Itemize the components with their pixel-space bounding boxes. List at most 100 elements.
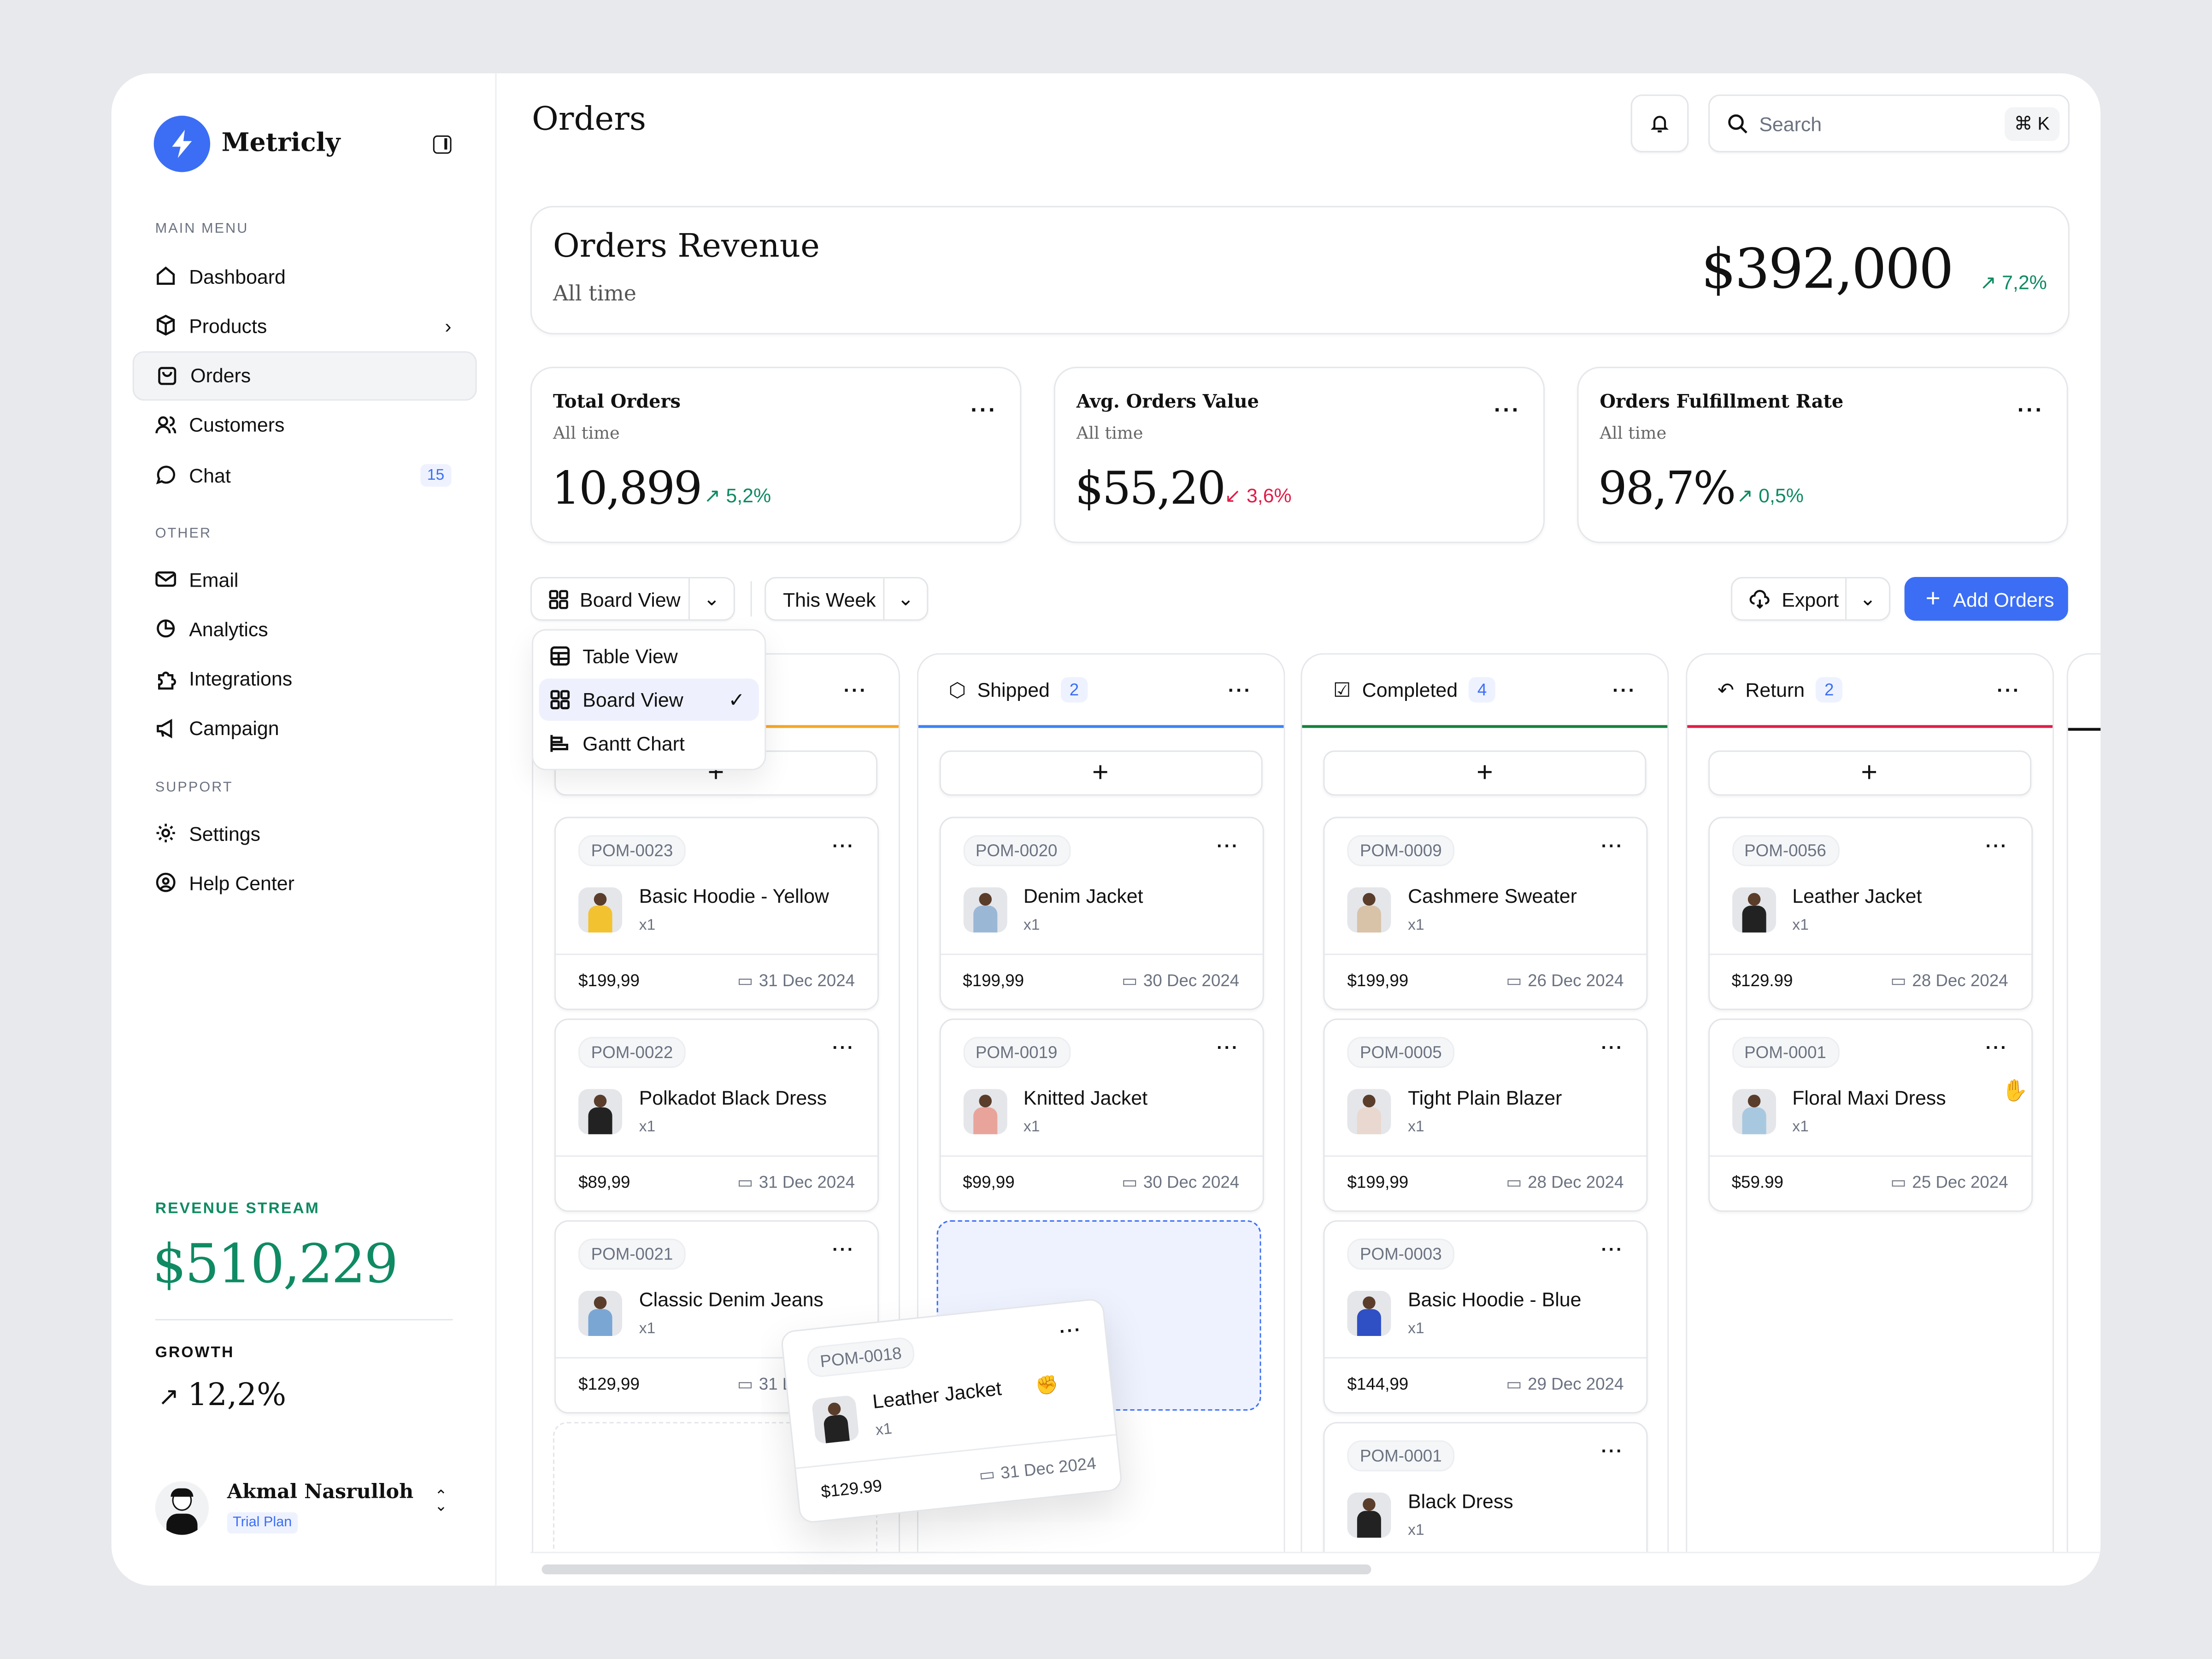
sidebar-item-campaign[interactable]: Campaign [133, 704, 477, 753]
order-price: $129.99 [820, 1476, 883, 1502]
order-card[interactable]: POM-0023 ··· Basic Hoodie - Yellow x1 $1… [554, 817, 879, 1010]
sidebar-item-label: Dashboard [189, 264, 286, 287]
order-date: ▭ 28 Dec 2024 [1506, 1172, 1624, 1192]
more-options-button[interactable]: ··· [1494, 399, 1521, 424]
column-count: 2 [1816, 677, 1842, 703]
board-column: ··· + POM-0023 ··· Basic Hoodie - Yellow… [532, 653, 900, 1556]
chevron-down-icon[interactable]: ⌄ [1845, 578, 1889, 619]
order-card[interactable]: POM-0020 ··· Denim Jacket x1 $199,99 ▭ 30… [939, 817, 1264, 1010]
order-price: $129,99 [578, 1374, 640, 1394]
more-options-button[interactable]: ··· [1601, 1440, 1624, 1462]
more-options-button[interactable]: ··· [832, 1238, 855, 1260]
order-card[interactable]: POM-0019 ··· Knitted Jacket x1 $99,99 ▭ 3… [939, 1018, 1264, 1212]
order-card[interactable]: POM-0021 ··· Classic Denim Jeans x1 $129… [554, 1220, 879, 1414]
more-options-button[interactable]: ··· [1228, 678, 1252, 701]
search-icon [1728, 114, 1747, 134]
sidebar-item-settings[interactable]: Settings [133, 808, 477, 858]
sidebar-item-products[interactable]: Products › [133, 301, 477, 350]
add-card-button[interactable]: + [1323, 750, 1647, 796]
quantity: x1 [1408, 1320, 1424, 1338]
package-icon: ⬡ [948, 677, 966, 700]
sidebar-item-email[interactable]: Email [133, 554, 477, 604]
more-options-button[interactable]: ··· [1601, 1036, 1624, 1058]
add-card-button[interactable]: + [1707, 750, 2031, 796]
add-orders-button[interactable]: + Add Orders [1904, 577, 2068, 621]
order-card[interactable]: POM-0018 ··· Leather Jacket x1 $129.99 ▭… [780, 1298, 1123, 1524]
more-options-button[interactable]: ··· [1985, 1036, 2008, 1058]
export-button[interactable]: Export ⌄ [1731, 577, 1891, 621]
revenue-stream-value: $510,229 [152, 1233, 399, 1295]
horizontal-scrollbar[interactable] [541, 1564, 1371, 1575]
sidebar-item-label: Analytics [189, 618, 268, 641]
sidebar-item-integrations[interactable]: Integrations [133, 654, 477, 703]
period-select[interactable]: This Week ⌄ [765, 577, 929, 621]
more-options-button[interactable]: ··· [1601, 1238, 1624, 1260]
revenue-change: ↗ 7,2% [1980, 271, 2047, 294]
menu-item-gantt-chart[interactable]: Gantt Chart [539, 722, 759, 765]
product-image [811, 1394, 860, 1444]
column-header: ☑ Completed 4 ··· [1302, 654, 1668, 728]
calendar-icon: ▭ [737, 971, 753, 990]
search-placeholder: Search [1759, 112, 1822, 135]
more-options-button[interactable]: ··· [832, 835, 855, 857]
section-label: MAIN MENU [155, 221, 249, 237]
menu-item-table-view[interactable]: Table View [539, 635, 759, 677]
view-select[interactable]: Board View ⌄ [530, 577, 735, 621]
product-name: Classic Denim Jeans [639, 1288, 824, 1311]
stat-card: Avg. Orders Value All time ··· $55,20 ↙ … [1053, 366, 1545, 543]
order-price: $199,99 [1347, 1172, 1409, 1192]
more-options-button[interactable]: ··· [1601, 835, 1624, 857]
order-id: POM-0001 [1731, 1036, 1839, 1068]
order-id: POM-0018 [806, 1336, 916, 1378]
product-image [1347, 1089, 1391, 1135]
menu-item-board-view[interactable]: Board View ✓ [539, 678, 759, 721]
chat-count-badge: 15 [420, 464, 452, 487]
more-options-button[interactable]: ··· [1058, 1318, 1083, 1342]
scroll-track [530, 1552, 2101, 1586]
card-title: Orders Revenue [553, 228, 820, 265]
board-column-partial [2066, 653, 2101, 1556]
order-card[interactable]: POM-0005 ··· Tight Plain Blazer x1 $199,… [1323, 1018, 1648, 1212]
more-options-button[interactable]: ··· [1985, 835, 2008, 857]
board-column: ↶ Return 2 ··· + POM-0056 ··· Leather Ja… [1685, 653, 2053, 1556]
chevron-up-down-icon[interactable]: ⌃ ⌄ [434, 1488, 448, 1515]
sidebar-item-help-center[interactable]: Help Center [133, 858, 477, 907]
more-options-button[interactable]: ··· [1997, 678, 2021, 701]
gantt-icon [550, 735, 569, 752]
more-options-button[interactable]: ··· [1612, 678, 1636, 701]
arrow-up-right-icon: ↗ [1980, 271, 2002, 294]
chevron-down-icon[interactable]: ⌄ [883, 578, 927, 619]
order-card[interactable]: POM-0001 ··· Black Dress x1 [1323, 1422, 1648, 1556]
sidebar-toggle-icon[interactable] [433, 135, 452, 154]
more-options-button[interactable]: ··· [971, 399, 998, 424]
product-name: Tight Plain Blazer [1408, 1086, 1562, 1109]
sidebar-item-label: Settings [189, 822, 261, 845]
notifications-button[interactable] [1630, 94, 1689, 153]
more-options-button[interactable]: ··· [1217, 835, 1240, 857]
more-options-button[interactable]: ··· [843, 678, 868, 701]
calendar-icon: ▭ [1121, 1172, 1138, 1192]
more-options-button[interactable]: ··· [2017, 399, 2044, 424]
grid-icon [549, 589, 568, 609]
order-date: ▭31 Dec 2024 [737, 1172, 855, 1192]
order-card[interactable]: POM-0022 ··· Polkadot Black Dress x1 $89… [554, 1018, 879, 1212]
chevron-down-icon[interactable]: ⌄ [688, 578, 734, 619]
add-card-button[interactable]: + [939, 750, 1262, 796]
column-count: 4 [1469, 677, 1495, 703]
order-card[interactable]: POM-0056 ··· Leather Jacket x1 $129.99 ▭… [1707, 817, 2032, 1010]
search-input[interactable]: Search ⌘ K [1708, 94, 2070, 153]
sidebar-item-chat[interactable]: Chat 15 [133, 450, 477, 500]
sidebar-item-customers[interactable]: Customers [133, 400, 477, 450]
order-card[interactable]: POM-0001 ··· Floral Maxi Dress x1 $59.99… [1707, 1018, 2032, 1212]
more-options-button[interactable]: ··· [1217, 1036, 1240, 1058]
sidebar-item-dashboard[interactable]: Dashboard [133, 251, 477, 300]
sidebar-item-analytics[interactable]: Analytics [133, 604, 477, 653]
order-card[interactable]: POM-0009 ··· Cashmere Sweater x1 $199,99… [1323, 817, 1648, 1010]
arrow-up-right-icon: ↗ [1736, 483, 1759, 506]
more-options-button[interactable]: ··· [832, 1036, 855, 1058]
sidebar-item-orders[interactable]: Orders [132, 350, 477, 400]
stat-change: ↗ 5,2% [704, 483, 771, 506]
order-card[interactable]: POM-0003 ··· Basic Hoodie - Blue x1 $144… [1323, 1220, 1648, 1414]
product-image [1731, 1089, 1776, 1135]
quantity: x1 [1408, 917, 1424, 934]
